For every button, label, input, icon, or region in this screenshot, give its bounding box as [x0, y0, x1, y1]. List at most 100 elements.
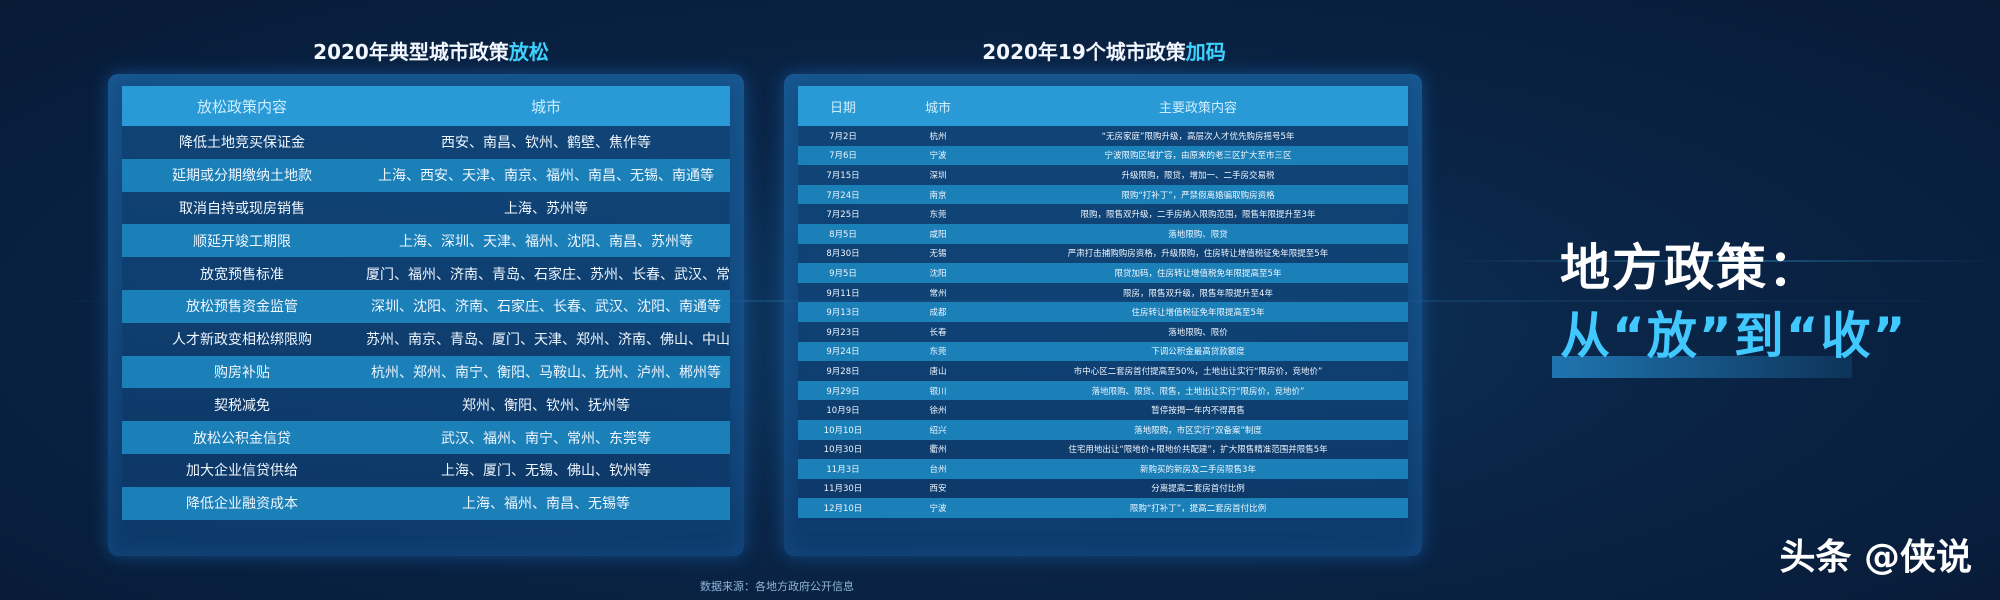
table-row: 9月23日 长春 落地限购、限价	[798, 321, 1408, 342]
tightening-policy-table: 日期 城市 主要政策内容 7月2日 杭州 “无房家庭”限购升级，高层次人才优先购房摇…	[798, 86, 1408, 518]
table-cell: 9月28日	[798, 361, 888, 381]
table-cell: 沈阳	[888, 263, 988, 283]
table-cell: 升级限购，限贷，增加一、二手房交易税	[988, 165, 1408, 185]
table-cell: 深圳、沈阳、济南、石家庄、长春、武汉、沈阳、南通等	[362, 289, 730, 323]
table-row: 契税减免 郑州、衡阳、钦州、抚州等	[122, 388, 730, 422]
column-header: 日期	[798, 86, 888, 126]
table-cell: 宁波	[888, 498, 988, 518]
table-row: 顺延开竣工期限 上海、深圳、天津、福州、沈阳、南昌、苏州等	[122, 224, 730, 258]
table-cell: 杭州	[888, 126, 988, 146]
table-cell: 降低土地竞买保证金	[122, 126, 362, 159]
table-cell: 10月9日	[798, 400, 888, 420]
slogan-line-1: 地方政策：	[1560, 239, 1820, 297]
table-cell: 7月2日	[798, 126, 888, 146]
table-row: 7月25日 东莞 限购，限售双升级，二手房纳入限购范围，限售年限提升至3年	[798, 204, 1408, 224]
table-header-row: 放松政策内容 城市	[122, 86, 730, 126]
table-cell: 11月3日	[798, 459, 888, 479]
table-row: 取消自持或现房销售 上海、苏州等	[122, 191, 730, 225]
table-cell: 成都	[888, 302, 988, 322]
table-cell: 10月10日	[798, 419, 888, 440]
table-cell: 严肃打击捕购购房资格，升级限购，住房转让增值税征免年限提至5年	[988, 243, 1408, 264]
table-row: 10月9日 徐州 暂停按揭一年内不得再售	[798, 400, 1408, 420]
table-cell: 杭州、郑州、南宁、衡阳、马鞍山、抚州、泸州、郴州等	[362, 355, 730, 389]
table-cell: 南京	[888, 184, 988, 205]
right-table-panel: 日期 城市 主要政策内容 7月2日 杭州 “无房家庭”限购升级，高层次人才优先购房摇…	[784, 74, 1422, 556]
table-cell: 放松预售资金监管	[122, 289, 362, 323]
table-cell: 限房，限售双升级，限售年限提升至4年	[988, 282, 1408, 303]
table-header-row: 日期 城市 主要政策内容	[798, 86, 1408, 126]
table-row: 11月30日 西安 分离提高二套房首付比例	[798, 478, 1408, 499]
table-cell: 9月24日	[798, 341, 888, 362]
table-cell: 西安、南昌、钦州、鹤壁、焦作等	[362, 126, 730, 159]
table-row: 11月3日 台州 新购买的新房及二手房限售3年	[798, 459, 1408, 479]
table-row: 延期或分期缴纳土地款 上海、西安、天津、南京、福州、南昌、无锡、南通等	[122, 158, 730, 192]
table-cell: 11月30日	[798, 478, 888, 499]
table-cell: 7月24日	[798, 184, 888, 205]
table-cell: 郑州、衡阳、钦州、抚州等	[362, 388, 730, 422]
table-cell: 8月5日	[798, 223, 888, 244]
table-cell: 放宽预售标准	[122, 257, 362, 290]
table-row: 9月13日 成都 住房转让增值税征免年限提高至5年	[798, 302, 1408, 322]
column-header: 主要政策内容	[988, 86, 1408, 126]
table-cell: 上海、福州、南昌、无锡等	[362, 486, 730, 520]
table-cell: 西安	[888, 478, 988, 499]
relaxation-policy-table: 放松政策内容 城市 降低土地竞买保证金 西安、南昌、钦州、鹤壁、焦作等 延期或分期缴…	[122, 86, 730, 520]
table-cell: 人才新政变相松绑限购	[122, 322, 362, 356]
table-row: 10月10日 绍兴 落地限购，市区实行“双备案”制度	[798, 419, 1408, 440]
table-cell: 市中心区二套房首付提高至50%，土地出让实行“限房价，竞地价”	[988, 361, 1408, 381]
table-row: 10月30日 衢州 住宅用地出让“限地价+限地价共配建”，扩大限售精准范围并限售5年	[798, 439, 1408, 460]
table-cell: 购房补贴	[122, 355, 362, 389]
table-cell: 下调公积金最高贷款额度	[988, 341, 1408, 362]
table-cell: 7月15日	[798, 165, 888, 185]
footer-note: 数据来源：各地方政府公开信息	[700, 580, 854, 593]
table-row: 降低企业融资成本 上海、福州、南昌、无锡等	[122, 486, 730, 520]
table-cell: 台州	[888, 459, 988, 479]
table-cell: 住房转让增值税征免年限提高至5年	[988, 302, 1408, 322]
table-cell: 取消自持或现房销售	[122, 191, 362, 225]
table-cell: 落地限购、限贷	[988, 223, 1408, 244]
table-cell: 限购，限售双升级，二手房纳入限购范围，限售年限提升至3年	[988, 204, 1408, 224]
table-cell: 12月10日	[798, 498, 888, 518]
table-cell: 落地限购、限价	[988, 321, 1408, 342]
table-cell: 常州	[888, 282, 988, 303]
column-header: 城市	[362, 86, 730, 126]
table-cell: 限购“打补丁”，提高二套房首付比例	[988, 498, 1408, 518]
table-row: 9月28日 唐山 市中心区二套房首付提高至50%，土地出让实行“限房价，竞地价”	[798, 361, 1408, 381]
table-cell: 7月25日	[798, 204, 888, 224]
table-cell: 延期或分期缴纳土地款	[122, 158, 362, 192]
table-cell: 9月29日	[798, 380, 888, 401]
right-title-highlight: 加码	[1185, 40, 1226, 64]
left-table-panel: 放松政策内容 城市 降低土地竞买保证金 西安、南昌、钦州、鹤壁、焦作等 延期或分期缴…	[108, 74, 744, 556]
table-row: 降低土地竞买保证金 西安、南昌、钦州、鹤壁、焦作等	[122, 126, 730, 159]
table-cell: 长春	[888, 321, 988, 342]
table-cell: 新购买的新房及二手房限售3年	[988, 459, 1408, 479]
table-cell: 深圳	[888, 165, 988, 185]
table-cell: 8月30日	[798, 243, 888, 264]
table-cell: 顺延开竣工期限	[122, 224, 362, 258]
table-cell: 无锡	[888, 243, 988, 264]
table-row: 7月24日 南京 限购“打补丁”，严禁假离婚骗取购房资格	[798, 184, 1408, 205]
table-cell: 9月5日	[798, 263, 888, 283]
table-cell: 9月11日	[798, 282, 888, 303]
table-cell: 9月13日	[798, 302, 888, 322]
table-row: 9月29日 银川 落地限购、限贷、限售，土地出让实行“限房价，竞地价”	[798, 380, 1408, 401]
table-cell: 住宅用地出让“限地价+限地价共配建”，扩大限售精准范围并限售5年	[988, 439, 1408, 460]
table-row: 9月24日 东莞 下调公积金最高贷款额度	[798, 341, 1408, 362]
table-row: 7月6日 宁波 宁波限购区域扩容，由原来的老三区扩大至市三区	[798, 145, 1408, 166]
table-cell: 武汉、福州、南宁、常州、东莞等	[362, 421, 730, 454]
right-section-title: 2020年19个城市政策加码	[982, 40, 1226, 64]
left-section-title: 2020年典型城市政策放松	[313, 40, 549, 64]
table-cell: 宁波限购区域扩容，由原来的老三区扩大至市三区	[988, 145, 1408, 166]
column-header: 放松政策内容	[122, 86, 362, 126]
table-cell: 放松公积金信贷	[122, 421, 362, 454]
table-cell: 分离提高二套房首付比例	[988, 478, 1408, 499]
table-cell: 上海、深圳、天津、福州、沈阳、南昌、苏州等	[362, 224, 730, 258]
table-cell: 上海、厦门、无锡、佛山、钦州等	[362, 453, 730, 487]
table-cell: 10月30日	[798, 439, 888, 460]
table-cell: 厦门、福州、济南、青岛、石家庄、苏州、长春、武汉、常州等	[362, 257, 730, 290]
table-cell: 徐州	[888, 400, 988, 420]
table-row: 8月30日 无锡 严肃打击捕购购房资格，升级限购，住房转让增值税征免年限提至5年	[798, 243, 1408, 264]
table-row: 放宽预售标准 厦门、福州、济南、青岛、石家庄、苏州、长春、武汉、常州等	[122, 257, 730, 290]
table-cell: 落地限购，市区实行“双备案”制度	[988, 419, 1408, 440]
table-cell: 上海、苏州等	[362, 191, 730, 225]
